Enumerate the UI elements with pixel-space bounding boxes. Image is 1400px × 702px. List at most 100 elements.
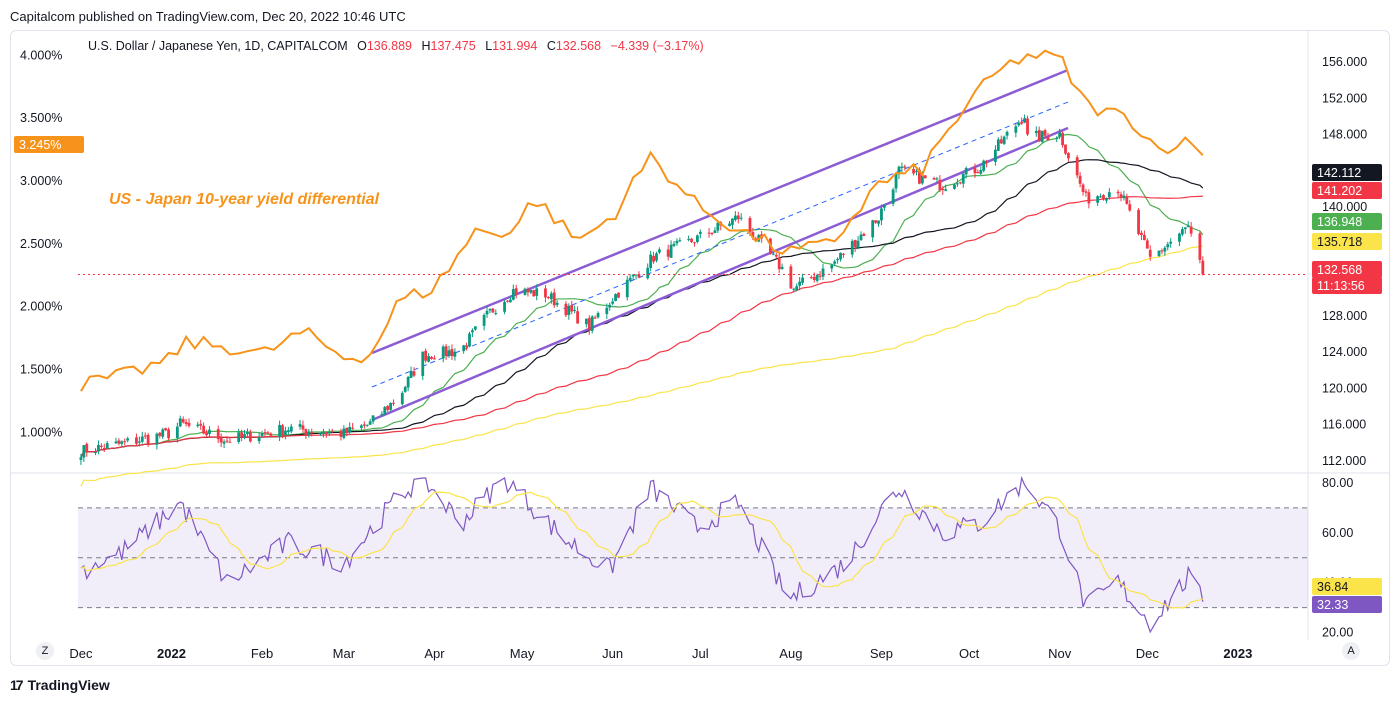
last-price-tag: 132.568 (1312, 261, 1382, 278)
candle-body (228, 441, 232, 443)
candle-body (918, 169, 921, 184)
candle-body (362, 424, 366, 426)
time-tick-label: Dec (1136, 646, 1160, 661)
tradingview-footer: 17 TradingView (10, 677, 110, 693)
candle-body (812, 276, 816, 281)
yield-last-tag-bg (14, 136, 84, 153)
candle-body (351, 427, 355, 429)
rsi-ma-tag-bg (1312, 578, 1382, 595)
candle-body (105, 443, 109, 449)
candle-body (576, 311, 579, 324)
sma-yellow-tag-bg (1312, 233, 1382, 250)
candle-body (751, 232, 755, 239)
candle-body (359, 425, 363, 428)
time-tick-label: 2023 (1223, 646, 1252, 661)
candle-body (99, 445, 103, 447)
candle-body (281, 425, 284, 436)
candle-body (473, 326, 477, 330)
candle-body (795, 286, 799, 291)
candle-body (444, 346, 448, 357)
candle-body (856, 240, 860, 248)
yield-tick-label: 3.500% (20, 111, 62, 125)
candle-body (649, 254, 653, 268)
candle-body (555, 302, 559, 305)
candle-body (573, 309, 577, 311)
candle-body (687, 238, 691, 240)
channel-median-line (371, 101, 1069, 388)
candle-body (941, 188, 945, 191)
candle-body (532, 290, 536, 297)
candle-body (403, 387, 407, 392)
candle-body (427, 356, 430, 362)
candle-body (1137, 209, 1140, 234)
rsi-pane[interactable] (78, 475, 1308, 634)
candle-body (646, 267, 650, 279)
candle-body (406, 376, 410, 388)
time-tick-label: May (510, 646, 535, 661)
sma-black-tag-text: 142.112 (1317, 166, 1361, 180)
sma-black-tag-bg (1312, 164, 1382, 181)
candle-body (491, 308, 495, 313)
candle-body (996, 139, 1000, 151)
candle-body (1157, 250, 1161, 257)
candle-body (330, 430, 334, 432)
candle-body (298, 424, 302, 427)
candle-body (243, 434, 246, 438)
candle-body (1046, 136, 1050, 141)
candle-body (1116, 191, 1120, 194)
candle-body (1040, 130, 1044, 143)
candle-body (167, 429, 170, 439)
candle-body (777, 257, 781, 270)
candle-body (1002, 136, 1006, 144)
candle-body (1107, 192, 1111, 198)
timezone-button[interactable]: Z (36, 642, 54, 660)
candle-body (880, 208, 883, 221)
candle-body (389, 403, 393, 410)
candle-body (237, 432, 241, 443)
time-tick-label: Aug (779, 646, 802, 661)
candle-body (278, 424, 281, 437)
candle-body (386, 405, 390, 411)
candle-body (535, 288, 539, 296)
candle-body (894, 174, 898, 189)
candle-body (900, 166, 904, 168)
candle-body (424, 350, 428, 361)
tradingview-logo-icon: 17 (10, 677, 24, 693)
candle-body (833, 261, 837, 264)
time-tick-label: Feb (251, 646, 273, 661)
candle-body (1125, 196, 1129, 204)
candle-body (801, 277, 804, 283)
price-tick-label: 140.000 (1322, 200, 1367, 214)
candle-body (567, 305, 571, 315)
sma-yellow-tag-text: 135.718 (1317, 235, 1362, 249)
price-pane[interactable] (78, 49, 1308, 487)
candle-body (1020, 121, 1024, 124)
candle-body (175, 426, 179, 438)
yield-tick-label: 2.000% (20, 300, 62, 314)
candle-body (1005, 131, 1009, 136)
candle-body (208, 429, 211, 434)
candle-body (628, 277, 632, 281)
candle-body (964, 168, 968, 175)
price-tick-label: 148.000 (1322, 128, 1367, 142)
candle-body (938, 179, 942, 191)
brand-name: TradingView (27, 677, 110, 693)
candle-body (695, 235, 699, 243)
rsi-ma-tag: 36.84 (1312, 578, 1382, 595)
sma-green-tag-bg (1312, 213, 1382, 230)
candle-body (1189, 226, 1193, 234)
auto-scale-button[interactable]: A (1342, 642, 1360, 660)
candle-body (222, 441, 226, 444)
time-tick-label: Jul (692, 646, 709, 661)
sma-red-tag-text: 141.202 (1317, 184, 1362, 198)
candle-body (897, 166, 901, 175)
candle-body (322, 432, 325, 434)
candle-body (301, 425, 305, 430)
candle-body (850, 240, 854, 255)
candle-body (1087, 192, 1091, 204)
candle-body (1198, 233, 1202, 260)
candle-body (605, 307, 609, 315)
rsi-last-tag: 32.33 (1312, 596, 1382, 613)
candle-body (658, 249, 661, 253)
